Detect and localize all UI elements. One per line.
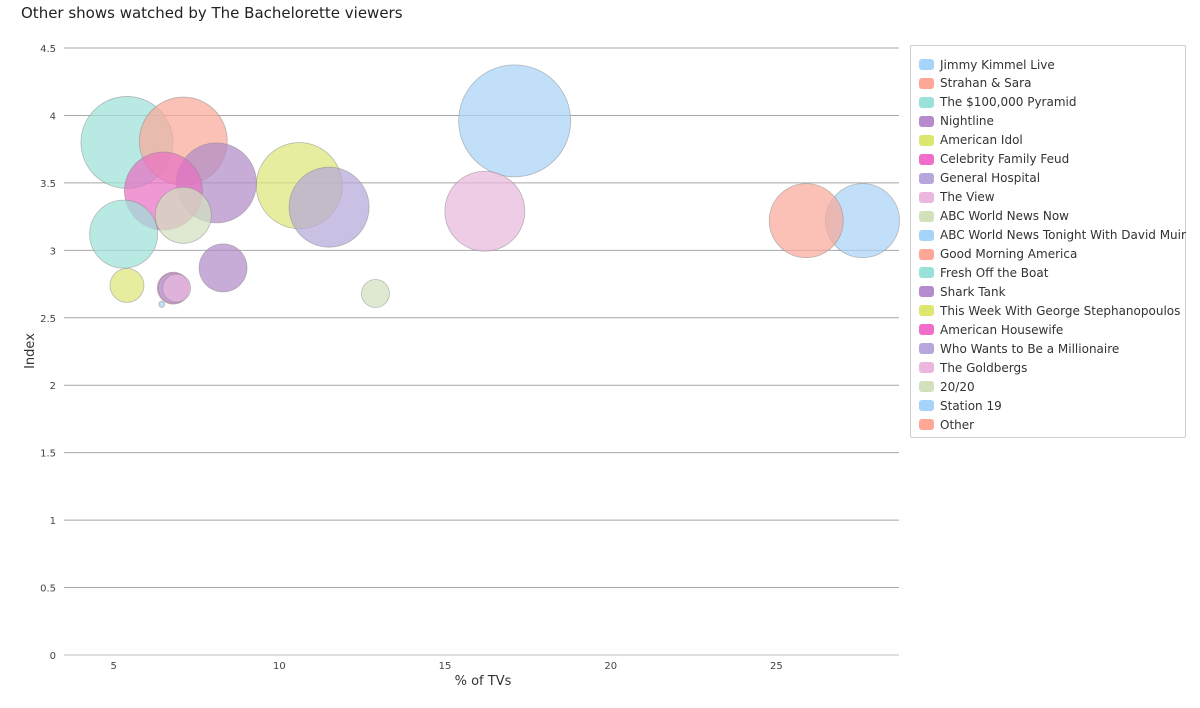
legend-item[interactable]: The Goldbergs [919,358,1027,377]
legend-swatch [919,191,934,203]
legend-item[interactable]: The $100,000 Pyramid [919,93,1076,112]
legend-item[interactable]: This Week With George Stephanopoulos [919,301,1180,320]
legend-swatch [919,134,934,146]
legend-item[interactable]: Good Morning America [919,245,1077,264]
legend-item[interactable]: Who Wants to Be a Millionaire [919,339,1119,358]
legend-label: This Week With George Stephanopoulos [940,303,1181,318]
legend-swatch [919,153,934,165]
legend-item[interactable]: ABC World News Now [919,207,1069,226]
y-tick-label: 2 [50,381,56,392]
x-tick-label: 15 [439,661,452,672]
legend-label: Fresh Off the Boat [940,265,1049,280]
legend-swatch [919,115,934,127]
legend-label: American Idol [940,133,1023,148]
x-tick-label: 10 [273,661,286,672]
legend-item[interactable]: The View [919,188,995,207]
legend-label: The Goldbergs [940,360,1028,375]
legend-label: ABC World News Now [940,209,1069,224]
legend-label: General Hospital [940,171,1041,186]
legend-label: Nightline [940,114,994,129]
chart-legend: Jimmy Kimmel Live Strahan & Sara The $100,… [910,45,1186,438]
legend-item[interactable]: Strahan & Sara [919,74,1031,93]
x-tick-label: 5 [111,661,117,672]
legend-label: The $100,000 Pyramid [940,95,1077,110]
legend-swatch [919,229,934,241]
legend-swatch [919,96,934,108]
y-tick-label: 4.5 [40,44,56,55]
legend-item[interactable]: General Hospital [919,169,1040,188]
legend-label: 20/20 [940,379,975,394]
bubble-shark-tank[interactable] [198,243,248,293]
x-tick-label: 20 [604,661,617,672]
y-tick-label: 4 [50,111,56,122]
chart-title: Other shows watched by The Bachelorette … [21,4,403,22]
legend-item[interactable]: Nightline [919,112,994,131]
legend-item[interactable]: Other [919,415,974,434]
x-axis-title: % of TVs [455,674,512,689]
legend-swatch [919,400,934,412]
legend-label: ABC World News Tonight With David Muir [940,228,1186,243]
x-tick-label: 25 [770,661,783,672]
legend-item[interactable]: 20/20 [919,377,975,396]
y-tick-label: 1.5 [40,449,56,460]
gridlines [64,47,899,589]
legend-item[interactable]: Station 19 [919,396,1002,415]
legend-item[interactable]: Fresh Off the Boat [919,263,1048,282]
legend-swatch [919,343,934,355]
y-tick-label: 2.5 [40,314,56,325]
legend-label: Strahan & Sara [940,76,1032,91]
y-axis-ticks: 0 0.5 1 1.5 2 2.5 3 3.5 4 4.5 [40,44,56,662]
legend-swatch [919,286,934,298]
bubble-station-19[interactable] [158,300,166,308]
legend-swatch [919,419,934,431]
legend-label: Shark Tank [940,284,1006,299]
y-tick-label: 0 [50,651,56,662]
legend-label: Station 19 [940,398,1002,413]
y-tick-label: 1 [50,516,56,527]
bubble-20-20[interactable] [361,279,390,308]
legend-label: Celebrity Family Feud [940,152,1070,167]
legend-item[interactable]: Shark Tank [919,282,1006,301]
bubble-the-goldbergs[interactable] [162,273,192,303]
legend-item[interactable]: American Idol [919,131,1023,150]
x-axis-ticks: 5 10 15 20 25 [111,661,783,672]
legend-swatch [919,248,934,260]
legend-item[interactable]: Jimmy Kimmel Live [919,55,1055,74]
bubbles [80,64,900,308]
y-axis-title: Index [23,333,38,369]
legend-item[interactable]: American Housewife [919,320,1063,339]
legend-label: Good Morning America [940,247,1078,261]
bubble-jimmy-kimmel-live[interactable] [458,64,572,178]
legend-label: The View [940,190,995,205]
legend-swatch [919,210,934,222]
legend-label: Other [940,417,975,432]
bubble-fresh-off-the-boat[interactable] [89,199,159,269]
legend-swatch [919,305,934,317]
legend-label: Who Wants to Be a Millionaire [940,341,1120,356]
legend-swatch [919,172,934,184]
bubble-good-morning-america[interactable] [768,183,844,259]
legend-label: Jimmy Kimmel Live [940,57,1055,72]
legend-swatch [919,267,934,279]
legend-swatch [919,324,934,336]
legend-swatch [919,77,934,89]
y-tick-label: 3 [50,246,56,257]
legend-swatch [919,362,934,374]
legend-label: American Housewife [940,322,1064,337]
legend-item[interactable]: ABC World News Tonight With David Muir [919,226,1186,245]
y-tick-label: 0.5 [40,584,56,595]
bubble-this-week-with-george-stephanopoulos[interactable] [109,268,145,303]
legend-swatch [919,381,934,393]
bubble-the-view[interactable] [444,170,526,252]
legend-swatch [919,59,934,70]
bubble-general-hospital[interactable] [288,166,370,248]
legend-item[interactable]: Celebrity Family Feud [919,150,1069,169]
bubble-abc-world-news-now[interactable] [154,186,212,244]
y-tick-label: 3.5 [40,179,56,190]
